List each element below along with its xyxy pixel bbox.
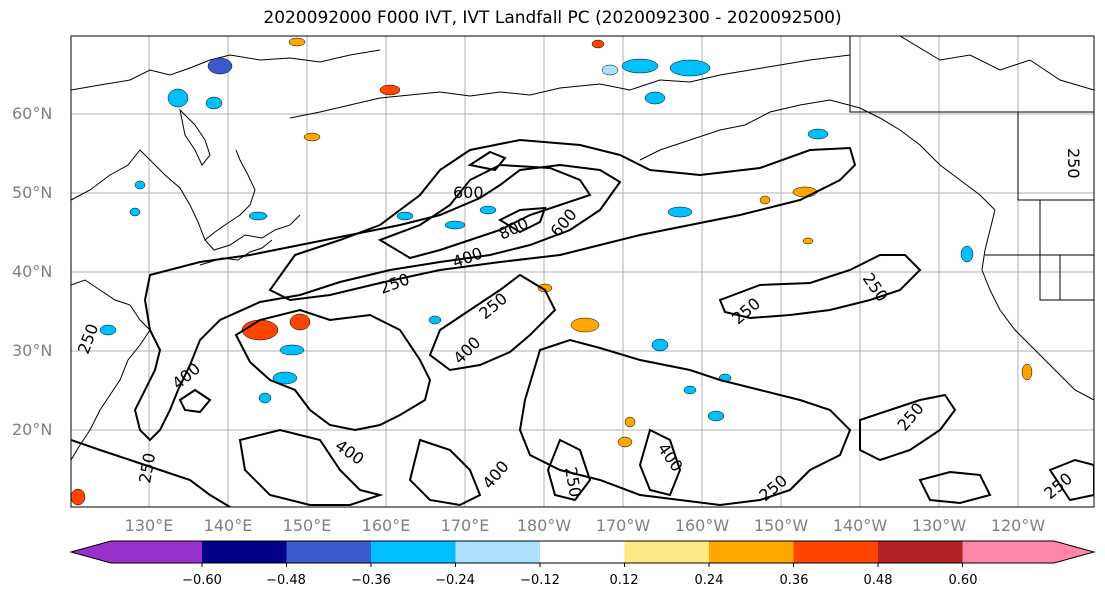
colorbar-tick-label: 0.48 [863,573,893,588]
colorbar-tick-label: −0.24 [435,573,475,588]
lat-label: 20°N [12,420,53,439]
lon-label: 130°E [124,516,174,535]
lon-label: 160°E [361,516,411,535]
colorbar-segment [71,541,202,563]
colorbar-tick-label: −0.48 [266,573,306,588]
colorbar-segment [962,541,1094,563]
lat-label: 40°N [12,262,53,281]
map-title: 2020092000 F000 IVT, IVT Landfall PC (20… [263,8,842,28]
colorbar-tick-label: −0.12 [520,573,560,588]
colorbar-tick-label: −0.36 [351,573,391,588]
colorbar-tick-label: −0.60 [182,573,222,588]
ivt-contours [71,138,1094,507]
colorbar-tick-label: 0.12 [609,573,639,588]
coastlines [71,36,1094,461]
lon-label: 130°W [911,516,967,535]
colorbar-segment [371,541,456,563]
colorbar [69,540,1096,567]
colorbar-segment [286,541,371,563]
colorbar-tick-label: 0.60 [948,573,978,588]
colorbar-segment [709,541,794,563]
gridlines [71,36,1094,507]
colorbar-segment [793,541,878,563]
lon-label: 150°E [282,516,332,535]
colorbar-tick-label: 0.36 [779,573,809,588]
colorbar-segment [202,541,287,563]
contour-label: 600 [453,183,484,202]
lon-label: 140°E [203,516,253,535]
lon-label: 140°W [832,516,888,535]
map-frame [70,35,1095,508]
lat-label: 60°N [12,104,53,123]
lon-label: 170°E [440,516,490,535]
lat-label: 50°N [12,183,53,202]
colorbar-segment [540,541,625,563]
lat-label: 30°N [12,341,53,360]
lon-label: 180°W [516,516,572,535]
lon-label: 150°W [753,516,809,535]
colorbar-tick-label: 0.24 [694,573,724,588]
lon-label: 170°W [595,516,651,535]
contour-label: 250 [1064,148,1083,179]
colorbar-segment [455,541,540,563]
lon-label: 160°W [674,516,730,535]
pc-shading [71,37,1033,506]
lon-label: 120°W [990,516,1046,535]
colorbar-outline [69,540,1096,564]
colorbar-segment [878,541,963,563]
colorbar-segment [624,541,709,563]
